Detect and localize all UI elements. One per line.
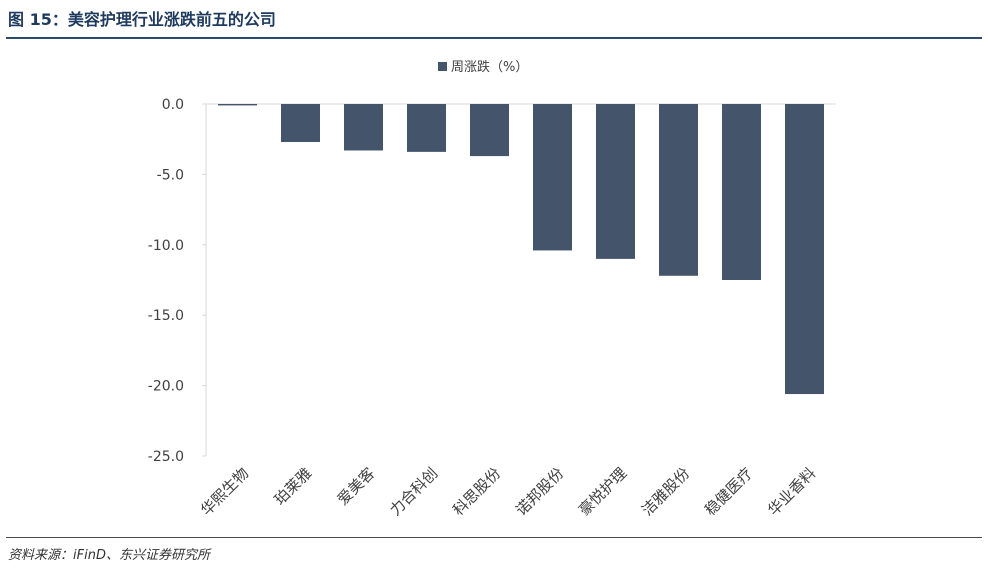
legend-label: 周涨跌（%）: [451, 59, 528, 75]
y-tick-label: -15.0: [148, 308, 184, 324]
figure-title: 图 15：美容护理行业涨跌前五的公司: [8, 10, 276, 29]
bar: [785, 104, 824, 395]
x-tick-label: 爱美客: [334, 464, 379, 509]
source-note: 资料来源：iFinD、东兴证券研究所: [8, 548, 210, 563]
x-tick-label: 珀莱雅: [271, 464, 316, 509]
x-tick-label: 力合科创: [386, 464, 441, 519]
bar: [659, 104, 698, 276]
bar: [722, 104, 761, 280]
x-tick-label: 洁雅股份: [638, 464, 693, 519]
bar: [596, 104, 635, 259]
legend-swatch: [438, 62, 447, 71]
y-tick-label: -25.0: [148, 449, 184, 465]
bar: [470, 104, 509, 157]
x-tick-label: 豪悦护理: [575, 464, 630, 519]
chart-container: 周涨跌（%） 0.0 -5.0 -10.0 -15.0 -20.0 -25.0 华熙生物 珀莱雅…: [6, 40, 982, 536]
x-tick-label: 华业香料: [764, 464, 819, 519]
bar: [344, 104, 383, 151]
bar-chart: 周涨跌（%） 0.0 -5.0 -10.0 -15.0 -20.0 -25.0 华熙生物 珀莱雅…: [148, 59, 836, 519]
y-tick-label: -10.0: [148, 238, 184, 254]
x-tick-label: 诺邦股份: [512, 464, 567, 519]
bar: [218, 104, 257, 106]
x-tick-label: 科思股份: [449, 464, 504, 519]
bar: [407, 104, 446, 152]
y-tick-label: 0.0: [162, 97, 184, 113]
x-tick-label: 华熙生物: [197, 464, 252, 519]
bar: [533, 104, 572, 251]
bar: [281, 104, 320, 143]
title-divider: [6, 37, 982, 39]
y-tick-label: -20.0: [148, 379, 184, 395]
source-divider: [6, 537, 982, 538]
x-tick-label: 稳健医疗: [701, 464, 756, 519]
y-tick-label: -5.0: [157, 167, 184, 183]
